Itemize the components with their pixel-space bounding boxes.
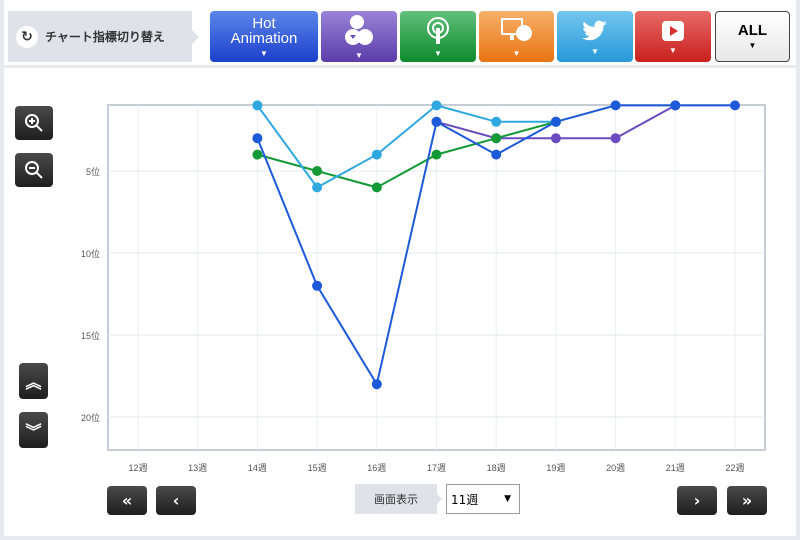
switch-icon: ↻ (16, 25, 38, 48)
pc-cd-button[interactable]: ▼ (479, 11, 554, 62)
x-tick-label: 22週 (725, 463, 745, 473)
dropdown-arrow-icon: ▼ (591, 46, 599, 56)
x-tick-label: 13週 (188, 463, 208, 473)
x-tick-label: 12週 (128, 463, 148, 473)
x-tick-label: 18週 (486, 463, 506, 473)
double-chevron-left-icon: « (121, 491, 133, 510)
zoom-out-button[interactable] (15, 153, 53, 187)
x-tick-label: 15週 (307, 463, 327, 473)
display-range-value: 11週 (451, 492, 479, 507)
dropdown-arrow-icon: ▼ (260, 48, 268, 58)
last-page-button[interactable]: » (727, 486, 767, 515)
download-cd-button[interactable]: ▼ (321, 11, 397, 62)
all-label: ALL (737, 22, 768, 39)
indicator-switch-label: ↻ チャート指標切り替え (8, 11, 199, 62)
pc-cd-icon (500, 17, 532, 41)
dropdown-arrow-icon: ▼ (748, 41, 757, 50)
radio-button[interactable]: ▼ (400, 11, 476, 62)
double-chevron-right-icon: » (741, 491, 753, 510)
scroll-up-button[interactable]: ︽ (19, 363, 48, 399)
panel (4, 0, 796, 536)
x-tick-label: 21週 (665, 463, 685, 473)
y-tick-label: 10位 (80, 249, 100, 259)
switch-label-text: チャート指標切り替え (45, 30, 165, 44)
prev-page-button[interactable]: ‹ (156, 486, 196, 515)
scroll-down-button[interactable]: ︾ (19, 412, 48, 448)
dropdown-arrow-icon: ▼ (355, 50, 363, 60)
y-tick-label: 15位 (80, 331, 100, 341)
twitter-button[interactable]: ▼ (557, 11, 633, 62)
double-chevron-up-icon: ︽ (25, 373, 42, 392)
hot-animation-label: Hot Animation (230, 14, 298, 47)
next-page-button[interactable]: › (677, 486, 717, 515)
zoom-out-icon (25, 161, 43, 179)
zoom-in-icon (25, 114, 43, 132)
x-tick-label: 17週 (426, 463, 446, 473)
hot-animation-button[interactable]: Hot Animation ▼ (210, 11, 318, 62)
radio-antenna-icon (427, 16, 449, 44)
chevron-left-icon: ‹ (172, 491, 180, 510)
x-tick-label: 14週 (247, 463, 267, 473)
youtube-icon (662, 20, 684, 41)
youtube-button[interactable]: ▼ (635, 11, 711, 62)
x-tick-label: 20週 (606, 463, 626, 473)
display-range-label: 画面表示 (355, 484, 442, 514)
double-chevron-down-icon: ︾ (25, 422, 42, 441)
x-tick-label: 16週 (367, 463, 387, 473)
chevron-right-icon: › (693, 491, 701, 510)
zoom-in-button[interactable] (15, 106, 53, 140)
download-cd-icon (345, 14, 373, 45)
dropdown-arrow-icon: ▼ (512, 48, 521, 58)
dropdown-arrow-icon: ▼ (504, 494, 511, 504)
display-range-select[interactable]: 11週 ▼ (446, 484, 520, 514)
twitter-icon (582, 20, 607, 40)
x-tick-label: 19週 (546, 463, 566, 473)
all-button[interactable]: ALL ▼ (715, 11, 790, 62)
y-tick-label: 20位 (80, 413, 100, 423)
dropdown-arrow-icon: ▼ (434, 48, 442, 58)
y-tick-label: 5位 (85, 167, 100, 177)
dropdown-arrow-icon: ▼ (669, 45, 677, 55)
first-page-button[interactable]: « (107, 486, 147, 515)
